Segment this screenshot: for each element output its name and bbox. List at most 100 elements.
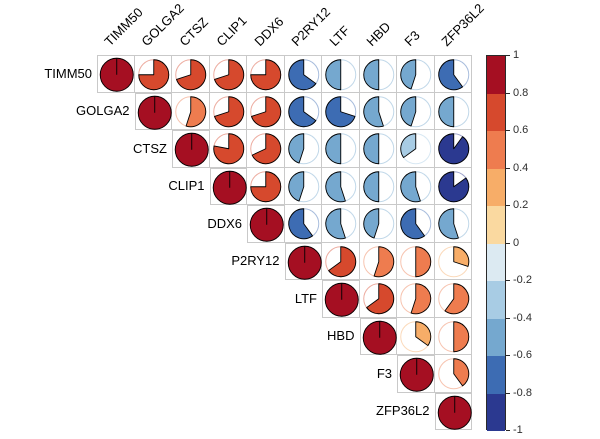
pie-glyph	[362, 320, 397, 355]
pie-glyph	[400, 170, 432, 202]
pie-glyph	[287, 133, 319, 165]
pie-cell-CTSZ-DDX6	[247, 130, 285, 168]
pie-glyph	[175, 95, 207, 127]
pie-glyph	[325, 95, 357, 127]
pie-cell-P2RY12-LTF	[322, 242, 360, 280]
legend-color-segment	[487, 206, 505, 244]
pie-glyph	[362, 283, 394, 315]
pie-cell-CTSZ-CTSZ	[172, 130, 210, 168]
column-label-TIMM50: TIMM50	[101, 4, 146, 50]
legend-tick-mark	[506, 430, 510, 431]
pie-cell-GOLGA2-HBD	[359, 92, 397, 130]
legend-color-segment	[487, 281, 505, 319]
column-label-HBD: HBD	[363, 18, 394, 49]
pie-cell-CTSZ-HBD	[359, 130, 397, 168]
pie-cell-DDX6-LTF	[322, 205, 360, 243]
pie-glyph	[137, 95, 172, 130]
pie-cell-CLIP1-ZFP36L2	[434, 167, 472, 205]
pie-cell-ZFP36L2-ZFP36L2	[434, 392, 472, 430]
pie-glyph	[437, 358, 469, 390]
pie-cell-LTF-ZFP36L2	[434, 280, 472, 318]
pie-glyph	[287, 170, 319, 202]
pie-glyph	[212, 59, 244, 91]
pie-cell-GOLGA2-GOLGA2	[134, 92, 172, 130]
legend-tick-label: -0.6	[513, 349, 532, 361]
column-label-DDX6: DDX6	[251, 13, 287, 50]
pie-glyph	[362, 245, 394, 277]
pie-glyph	[99, 57, 134, 92]
pie-cell-LTF-F3	[397, 280, 435, 318]
pie-glyph	[437, 245, 469, 277]
legend-tick-mark	[506, 355, 510, 356]
pie-glyph	[437, 170, 469, 202]
pie-cell-GOLGA2-CLIP1	[209, 92, 247, 130]
row-label-CTSZ: CTSZ	[133, 140, 167, 156]
pie-glyph	[362, 95, 394, 127]
column-label-ZFP36L2: ZFP36L2	[438, 0, 488, 49]
legend-tick-mark	[506, 167, 510, 169]
legend-tick-mark	[506, 392, 510, 394]
pie-cell-CTSZ-F3	[397, 130, 435, 168]
legend-tick-label: 0.8	[513, 86, 529, 99]
pie-cell-TIMM50-LTF	[322, 55, 360, 93]
row-label-HBD: HBD	[327, 328, 355, 344]
row-label-TIMM50: TIMM50	[44, 65, 92, 81]
legend-color-segment	[487, 243, 505, 281]
legend-tick-mark	[506, 280, 510, 281]
pie-glyph	[362, 208, 394, 240]
pie-cell-HBD-ZFP36L2	[434, 317, 472, 355]
pie-glyph	[249, 207, 284, 242]
row-label-LTF: LTF	[294, 290, 317, 306]
row-label-DDX6: DDX6	[207, 215, 242, 231]
pie-glyph	[437, 208, 469, 240]
pie-cell-CTSZ-P2RY12	[284, 130, 322, 168]
legend-tick-mark	[506, 55, 510, 56]
pie-glyph	[399, 357, 434, 392]
row-label-GOLGA2: GOLGA2	[76, 103, 130, 119]
pie-glyph	[324, 282, 359, 317]
pie-glyph	[250, 59, 282, 91]
pie-glyph	[325, 133, 357, 165]
column-label-F3: F3	[401, 27, 423, 49]
pie-glyph	[287, 245, 322, 280]
pie-cell-GOLGA2-F3	[397, 92, 435, 130]
pie-cell-CLIP1-CLIP1	[209, 167, 247, 205]
pie-cell-TIMM50-F3	[397, 55, 435, 93]
pie-cell-DDX6-HBD	[359, 205, 397, 243]
legend-color-segment	[487, 56, 505, 94]
pie-glyph	[437, 395, 472, 430]
pie-glyph	[400, 59, 432, 91]
legend-tick-label: 0.6	[513, 124, 529, 136]
pie-glyph	[212, 133, 244, 165]
pie-glyph	[362, 133, 394, 165]
pie-cell-TIMM50-ZFP36L2	[434, 55, 472, 93]
pie-glyph	[287, 59, 319, 91]
legend-tick-label: -0.8	[513, 386, 532, 399]
legend-tick-mark	[506, 92, 510, 94]
pie-glyph	[400, 283, 432, 315]
legend-tick-label: -0.4	[513, 311, 532, 324]
pie-cell-GOLGA2-P2RY12	[284, 92, 322, 130]
pie-cell-TIMM50-DDX6	[247, 55, 285, 93]
row-label-P2RY12: P2RY12	[231, 253, 280, 269]
pie-cell-CLIP1-LTF	[322, 167, 360, 205]
pie-cell-TIMM50-GOLGA2	[134, 55, 172, 93]
pie-cell-CLIP1-HBD	[359, 167, 397, 205]
legend-tick-mark	[506, 205, 510, 206]
pie-cell-CLIP1-F3	[397, 167, 435, 205]
pie-cell-P2RY12-F3	[397, 242, 435, 280]
pie-cell-DDX6-F3	[397, 205, 435, 243]
pie-cell-CLIP1-DDX6	[247, 167, 285, 205]
pie-glyph	[437, 133, 469, 165]
pie-cell-HBD-F3	[397, 317, 435, 355]
pie-glyph	[287, 208, 319, 240]
legend-tick-label: -0.2	[513, 274, 532, 286]
pie-glyph	[437, 283, 469, 315]
pie-glyph	[362, 59, 394, 91]
column-label-P2RY12: P2RY12	[288, 4, 334, 49]
legend-tick-label: 0.2	[513, 199, 529, 211]
pie-cell-DDX6-ZFP36L2	[434, 205, 472, 243]
column-label-CTSZ: CTSZ	[176, 14, 211, 49]
pie-glyph	[437, 320, 469, 352]
